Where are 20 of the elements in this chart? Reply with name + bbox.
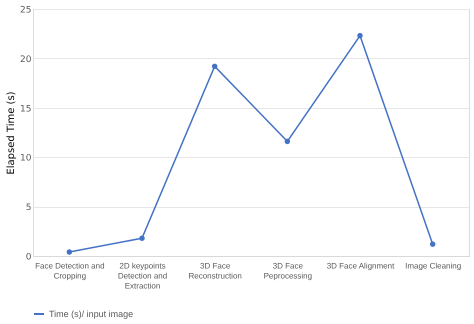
point (66, 249, 72, 255)
point (284, 138, 290, 144)
y-tick-label: 25 (20, 6, 32, 16)
point (212, 64, 218, 70)
y-tick-label: 20 (20, 54, 32, 65)
x-tick-label: Face Detection and Cropping (35, 262, 105, 280)
x-tick-label: 3D Face Peprocessing (264, 262, 312, 280)
y-tick-label: 10 (20, 154, 32, 164)
y-axis-title: Elapsed Time (s) (6, 91, 18, 175)
point (430, 241, 436, 247)
x-tick-label: Image Cleaning (405, 262, 462, 270)
x-tick-label: 2D keypoints Detection and Extraction (118, 262, 168, 290)
y-tick-label: 0 (26, 252, 32, 262)
legend-label: Time (s)/ input image (49, 309, 134, 319)
x-tick-label: 3D Face Alignment (326, 262, 396, 270)
x-tick-label: 3D Face Reconstruction (188, 262, 242, 280)
point (357, 32, 363, 38)
y-tick-label: 15 (20, 104, 32, 114)
point (139, 235, 145, 241)
y-tick-label: 5 (26, 203, 32, 214)
